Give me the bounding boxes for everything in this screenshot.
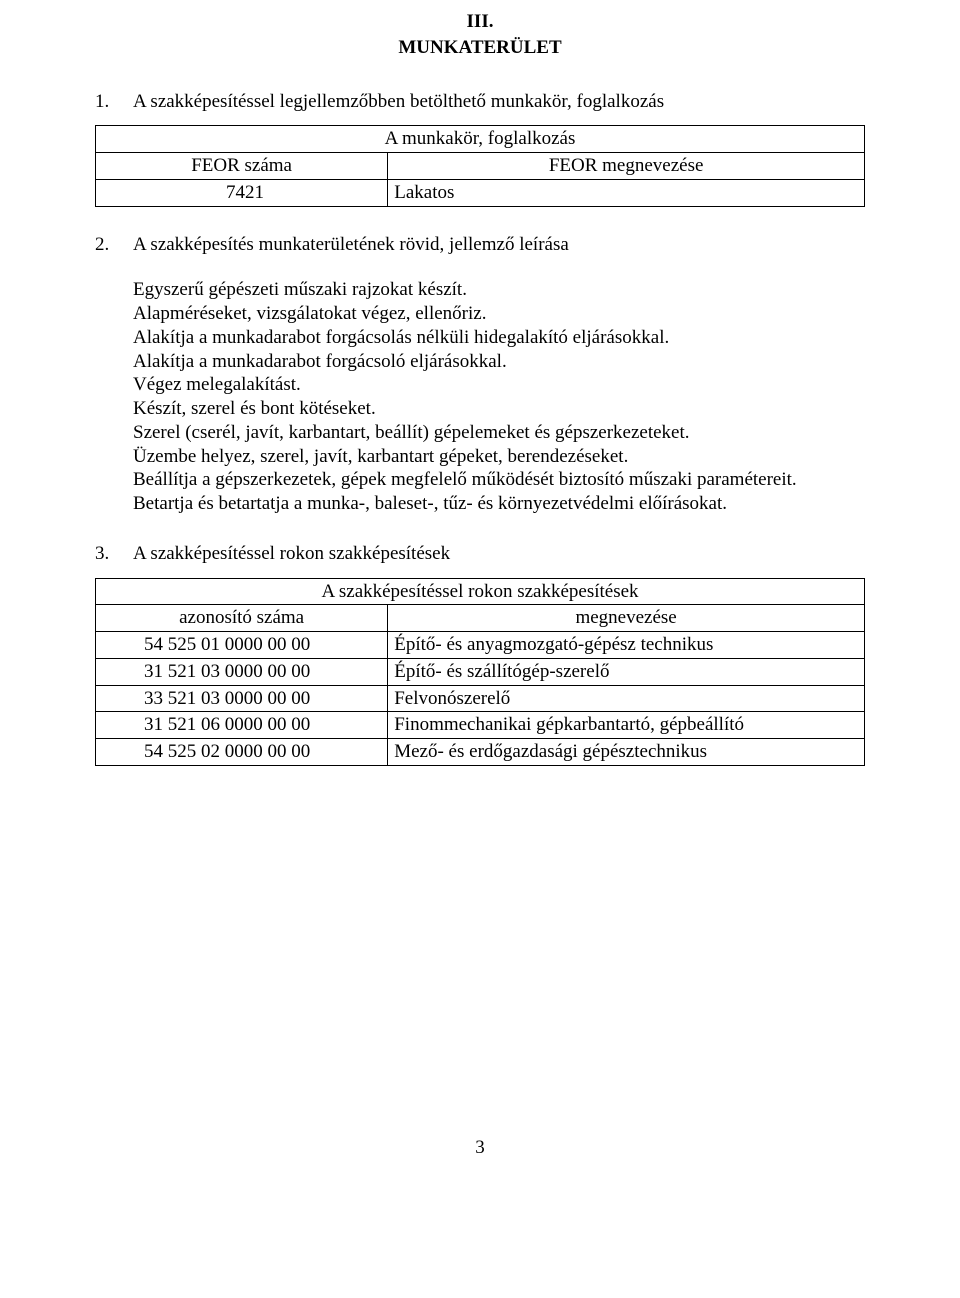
table-related-cell: Építő- és szállítógép-szerelő — [388, 658, 865, 685]
item-2: 2. A szakképesítés munkaterületének rövi… — [95, 233, 865, 257]
para-line-10: Betartja és betartatja a munka-, baleset… — [133, 492, 865, 516]
para-line-1: Egyszerű gépészeti műszaki rajzokat kész… — [133, 278, 865, 302]
table-feor-col2-header: FEOR megnevezése — [388, 153, 865, 180]
table-related-cell: 31 521 03 0000 00 00 — [96, 658, 388, 685]
table-related-cell: Felvonószerelő — [388, 685, 865, 712]
table-related-cell: 54 525 02 0000 00 00 — [96, 739, 388, 766]
table-related-cell: Finommechanikai gépkarbantartó, gépbeáll… — [388, 712, 865, 739]
item-1-number: 1. — [95, 90, 133, 114]
table-related-cell: Építő- és anyagmozgató-gépész technikus — [388, 632, 865, 659]
table-row: 54 525 02 0000 00 00 Mező- és erdőgazdas… — [96, 739, 865, 766]
para-line-8: Üzembe helyez, szerel, javít, karbantart… — [133, 445, 865, 469]
table-related-cell: 31 521 06 0000 00 00 — [96, 712, 388, 739]
para-line-9: Beállítja a gépszerkezetek, gépek megfel… — [133, 468, 865, 492]
page-number: 3 — [95, 1136, 865, 1160]
table-related-header: A szakképesítéssel rokon szakképesítések — [96, 578, 865, 605]
section-roman: III. — [95, 10, 865, 34]
description-paragraph: Egyszerű gépészeti műszaki rajzokat kész… — [133, 278, 865, 516]
table-feor-row1-col1: 7421 — [96, 179, 388, 206]
table-row: 31 521 03 0000 00 00 Építő- és szállítóg… — [96, 658, 865, 685]
table-related-cell: 54 525 01 0000 00 00 — [96, 632, 388, 659]
item-2-number: 2. — [95, 233, 133, 257]
para-line-6: Készít, szerel és bont kötéseket. — [133, 397, 865, 421]
table-row: 31 521 06 0000 00 00 Finommechanikai gép… — [96, 712, 865, 739]
item-1: 1. A szakképesítéssel legjellemzőbben be… — [95, 90, 865, 114]
item-2-text: A szakképesítés munkaterületének rövid, … — [133, 233, 569, 257]
table-feor: A munkakör, foglalkozás FEOR száma FEOR … — [95, 125, 865, 206]
table-feor-row1-col2: Lakatos — [388, 179, 865, 206]
para-line-7: Szerel (cserél, javít, karbantart, beáll… — [133, 421, 865, 445]
para-line-2: Alapméréseket, vizsgálatokat végez, elle… — [133, 302, 865, 326]
table-feor-col1-header: FEOR száma — [96, 153, 388, 180]
table-row: 33 521 03 0000 00 00 Felvonószerelő — [96, 685, 865, 712]
item-3: 3. A szakképesítéssel rokon szakképesíté… — [95, 542, 865, 566]
table-related-col1-header: azonosító száma — [96, 605, 388, 632]
item-3-number: 3. — [95, 542, 133, 566]
item-1-text: A szakképesítéssel legjellemzőbben betöl… — [133, 90, 664, 114]
para-line-3: Alakítja a munkadarabot forgácsolás nélk… — [133, 326, 865, 350]
table-related: A szakképesítéssel rokon szakképesítések… — [95, 578, 865, 766]
table-related-cell: 33 521 03 0000 00 00 — [96, 685, 388, 712]
para-line-5: Végez melegalakítást. — [133, 373, 865, 397]
table-feor-header: A munkakör, foglalkozás — [96, 126, 865, 153]
para-line-4: Alakítja a munkadarabot forgácsoló eljár… — [133, 350, 865, 374]
table-related-cell: Mező- és erdőgazdasági gépésztechnikus — [388, 739, 865, 766]
table-related-col2-header: megnevezése — [388, 605, 865, 632]
item-3-text: A szakképesítéssel rokon szakképesítések — [133, 542, 450, 566]
section-title: MUNKATERÜLET — [95, 36, 865, 60]
table-row: 54 525 01 0000 00 00 Építő- és anyagmozg… — [96, 632, 865, 659]
